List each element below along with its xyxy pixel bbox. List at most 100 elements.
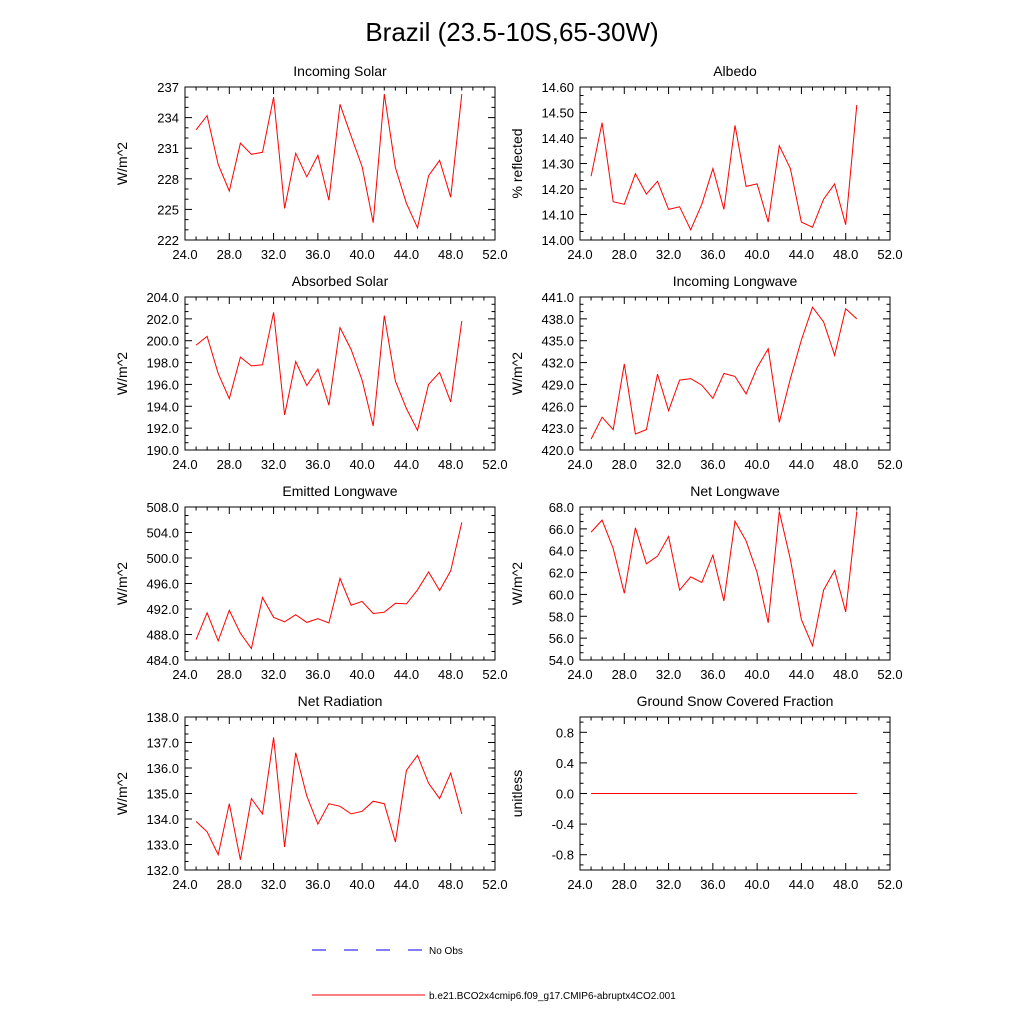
y-tick-label: 14.30 (541, 157, 574, 172)
legend-model-label: b.e21.BCO2x4cmip6.f09_g17.CMIP6-abruptx4… (429, 991, 676, 1002)
x-tick-label: 36.0 (305, 247, 330, 262)
y-tick-label: 500.0 (146, 551, 179, 566)
x-tick-label: 48.0 (833, 877, 858, 892)
series-line (590, 511, 858, 648)
y-axis-label: unitless (509, 770, 525, 817)
x-tick-label: 48.0 (833, 667, 858, 682)
x-tick-label: 52.0 (482, 667, 507, 682)
y-tick-label: 204.0 (146, 290, 179, 305)
y-tick-label: 423.0 (541, 421, 574, 436)
y-tick-label: 435.0 (541, 334, 574, 349)
x-tick-label: 36.0 (700, 877, 725, 892)
x-tick-label: 32.0 (261, 667, 286, 682)
y-tick-label: 492.0 (146, 602, 179, 617)
x-tick-label: 24.0 (172, 247, 197, 262)
x-tick-label: 28.0 (217, 247, 242, 262)
panel-6: Net Longwave 24.0 28.0 32.0 36.0 40.0 44.0 48.0… (509, 483, 903, 682)
x-tick-label: 28.0 (612, 667, 637, 682)
y-tick-label: 0.4 (556, 756, 574, 771)
y-tick-label: 133.0 (146, 838, 179, 853)
y-tick-label: 134.0 (146, 812, 179, 827)
plot-frame (184, 506, 496, 661)
y-tick-label: 14.50 (541, 106, 574, 121)
series-line (195, 312, 463, 432)
plot-frame (579, 506, 891, 661)
y-tick-label: 0.0 (556, 787, 574, 802)
y-tick-label: 192.0 (146, 421, 179, 436)
x-tick-label: 36.0 (700, 667, 725, 682)
y-tick-label: 56.0 (549, 631, 574, 646)
x-tick-label: 24.0 (567, 457, 592, 472)
x-tick-label: 44.0 (394, 247, 419, 262)
y-tick-label: 194.0 (146, 399, 179, 414)
y-tick-label: 14.40 (541, 131, 574, 146)
panel-title: Absorbed Solar (292, 273, 389, 289)
y-tick-label: -0.4 (552, 817, 574, 832)
y-axis-label: W/m^2 (509, 352, 525, 395)
panel-2: Albedo 24.0 28.0 32.0 36.0 40.0 44.0 48.0 52.0 14… (509, 63, 903, 262)
y-tick-label: 426.0 (541, 399, 574, 414)
y-tick-label: 228 (157, 172, 179, 187)
y-tick-label: -0.8 (552, 848, 574, 863)
x-tick-label: 24.0 (172, 877, 197, 892)
y-tick-label: 225 (157, 202, 179, 217)
legend-obs-label: No Obs (429, 946, 463, 957)
x-tick-label: 28.0 (612, 457, 637, 472)
panel-title: Incoming Longwave (673, 273, 798, 289)
x-tick-label: 32.0 (261, 247, 286, 262)
x-tick-label: 28.0 (612, 247, 637, 262)
plot-frame (184, 86, 496, 241)
x-tick-label: 24.0 (567, 667, 592, 682)
y-tick-label: 62.0 (549, 566, 574, 581)
panel-3: Absorbed Solar 24.0 28.0 32.0 36.0 40.0 44.0 48… (114, 273, 508, 472)
panel-7: Net Radiation 24.0 28.0 32.0 36.0 40.0 44.0 48.… (114, 693, 508, 892)
y-tick-label: 496.0 (146, 577, 179, 592)
y-axis-label: W/m^2 (114, 142, 130, 185)
y-tick-label: 438.0 (541, 312, 574, 327)
x-tick-label: 48.0 (438, 457, 463, 472)
x-tick-label: 52.0 (877, 877, 902, 892)
x-tick-label: 28.0 (217, 877, 242, 892)
x-tick-label: 48.0 (833, 457, 858, 472)
panel-title: Ground Snow Covered Fraction (637, 693, 834, 709)
x-tick-label: 44.0 (789, 877, 814, 892)
x-tick-label: 44.0 (394, 877, 419, 892)
y-tick-label: 138.0 (146, 710, 179, 725)
y-tick-label: 64.0 (549, 544, 574, 559)
x-tick-label: 52.0 (482, 877, 507, 892)
x-tick-label: 32.0 (656, 877, 681, 892)
x-tick-label: 40.0 (744, 877, 769, 892)
x-tick-label: 48.0 (438, 667, 463, 682)
x-tick-label: 52.0 (877, 457, 902, 472)
legend: No Obs b.e21.BCO2x4cmip6.f09_g17.CMIP6-a… (312, 946, 676, 1002)
y-tick-label: 66.0 (549, 522, 574, 537)
x-tick-label: 32.0 (656, 667, 681, 682)
y-tick-label: 441.0 (541, 290, 574, 305)
y-tick-label: 14.60 (541, 80, 574, 95)
series-line (590, 306, 858, 440)
x-tick-label: 44.0 (789, 667, 814, 682)
y-tick-label: 14.10 (541, 208, 574, 223)
x-tick-label: 40.0 (349, 667, 374, 682)
plot-frame (184, 296, 496, 451)
x-tick-label: 40.0 (744, 667, 769, 682)
x-tick-label: 44.0 (394, 457, 419, 472)
panel-title: Net Longwave (690, 483, 780, 499)
panel-title: Net Radiation (298, 693, 383, 709)
x-tick-label: 24.0 (172, 667, 197, 682)
panel-8: Ground Snow Covered Fraction 24.0 28.0 32.0… (509, 693, 903, 892)
panels: Incoming Solar 24.0 28.0 32.0 36.0 40.0 44.0 48… (114, 63, 903, 892)
y-axis-label: W/m^2 (509, 562, 525, 605)
y-tick-label: 137.0 (146, 736, 179, 751)
x-tick-label: 24.0 (172, 457, 197, 472)
y-tick-label: 488.0 (146, 628, 179, 643)
y-tick-label: 198.0 (146, 356, 179, 371)
x-tick-label: 52.0 (482, 247, 507, 262)
x-tick-label: 48.0 (833, 247, 858, 262)
x-tick-label: 40.0 (349, 457, 374, 472)
x-tick-label: 36.0 (700, 457, 725, 472)
x-tick-label: 44.0 (789, 457, 814, 472)
x-tick-label: 36.0 (305, 877, 330, 892)
y-tick-label: 135.0 (146, 787, 179, 802)
x-tick-label: 36.0 (305, 667, 330, 682)
